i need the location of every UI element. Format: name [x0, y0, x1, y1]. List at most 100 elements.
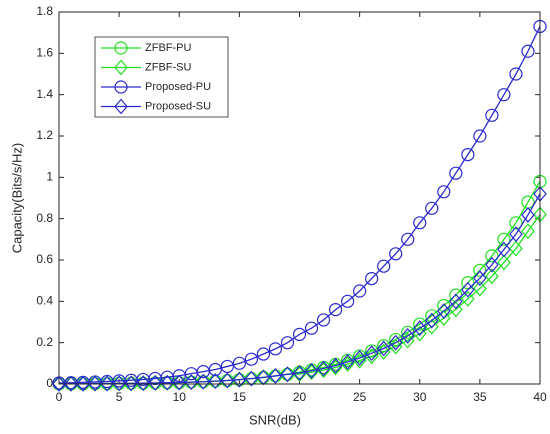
data-point: [377, 259, 391, 273]
data-point: [232, 371, 247, 388]
data-point: [220, 372, 235, 389]
data-point: [497, 254, 511, 271]
data-point: [364, 345, 379, 362]
data-point: [497, 241, 511, 258]
data-point: [473, 263, 487, 277]
data-point: [328, 359, 343, 376]
data-point: [461, 290, 475, 307]
y-tick-label: 0.4: [36, 294, 53, 308]
x-axis-label: SNR(dB): [249, 412, 301, 427]
data-point: [304, 362, 319, 379]
x-tick-label: 20: [293, 390, 307, 404]
data-point: [449, 301, 463, 318]
data-point: [52, 375, 66, 392]
data-point: [304, 321, 319, 335]
data-point: [340, 353, 355, 370]
y-tick-label: 1.8: [36, 4, 53, 18]
data-point: [136, 375, 150, 392]
data-point: [316, 360, 331, 377]
data-point: [292, 364, 307, 381]
y-tick-label: 0: [46, 376, 53, 390]
data-point: [449, 166, 463, 180]
legend-marker: [114, 80, 128, 94]
data-point: [364, 348, 379, 365]
data-point: [268, 342, 283, 356]
x-tick-label: 30: [413, 390, 427, 404]
legend-label: ZFBF-PU: [145, 42, 191, 54]
legend-marker: [114, 59, 128, 76]
data-point: [473, 129, 487, 143]
data-point: [353, 284, 367, 298]
y-tick-label: 0.8: [36, 211, 53, 225]
x-tick-label: 5: [116, 390, 123, 404]
data-point: [244, 352, 258, 366]
data-point: [100, 375, 114, 392]
data-point: [76, 375, 90, 392]
data-point: [400, 327, 415, 344]
legend-label: Proposed-SU: [145, 100, 211, 112]
data-point: [461, 281, 475, 298]
data-point: [196, 373, 211, 390]
legend-marker: [114, 41, 128, 55]
data-point: [208, 362, 222, 377]
data-point: [437, 310, 451, 326]
data-point: [437, 185, 451, 199]
data-point: [268, 368, 283, 384]
data-point: [497, 88, 511, 102]
data-point: [509, 226, 523, 243]
plot-frame: [58, 11, 541, 385]
y-tick-label: 1: [46, 170, 53, 184]
data-point: [461, 276, 475, 290]
x-tick-label: 0: [56, 390, 63, 404]
data-point: [497, 232, 511, 246]
x-tick-label: 15: [233, 390, 247, 404]
data-point: [256, 347, 271, 361]
data-point: [292, 327, 307, 341]
data-point: [316, 313, 331, 327]
data-point: [340, 356, 355, 372]
y-tick-label: 0.6: [36, 252, 53, 266]
legend-label: ZFBF-SU: [145, 61, 191, 73]
data-point: [64, 375, 78, 392]
data-point: [208, 373, 223, 390]
y-tick-label: 0.2: [36, 335, 53, 349]
data-point: [461, 148, 475, 162]
data-point: [328, 357, 343, 374]
data-point: [521, 207, 535, 223]
data-point: [424, 318, 439, 335]
y-axis-label: Capacity(Bits/s/Hz): [9, 143, 24, 254]
legend-marker: [114, 98, 128, 115]
data-point: [376, 340, 391, 357]
x-tick-label: 10: [173, 390, 187, 404]
x-tick-label: 25: [353, 390, 367, 404]
y-tick-label: 1.6: [36, 46, 53, 60]
series-line: [59, 193, 541, 385]
data-point: [280, 366, 295, 383]
x-tick-label: 35: [473, 390, 487, 404]
data-point: [389, 247, 403, 261]
data-point: [148, 375, 162, 391]
data-point: [521, 223, 535, 240]
data-point: [365, 272, 379, 286]
y-tick-label: 1.2: [36, 128, 53, 142]
data-point: [437, 303, 451, 319]
data-point: [509, 240, 523, 257]
data-point: [485, 256, 499, 273]
data-point: [388, 334, 403, 351]
data-point: [521, 44, 535, 58]
data-point: [485, 249, 499, 263]
series-line: [58, 26, 541, 384]
data-point: [352, 352, 367, 369]
data-point: [280, 336, 295, 350]
data-point: [244, 370, 259, 387]
data-point: [473, 270, 487, 287]
data-point: [184, 374, 199, 391]
data-point: [473, 280, 487, 297]
data-point: [485, 108, 499, 122]
data-point: [449, 293, 463, 310]
data-point: [401, 232, 415, 246]
data-point: [509, 67, 523, 81]
data-point: [172, 374, 187, 391]
data-point: [341, 294, 355, 308]
